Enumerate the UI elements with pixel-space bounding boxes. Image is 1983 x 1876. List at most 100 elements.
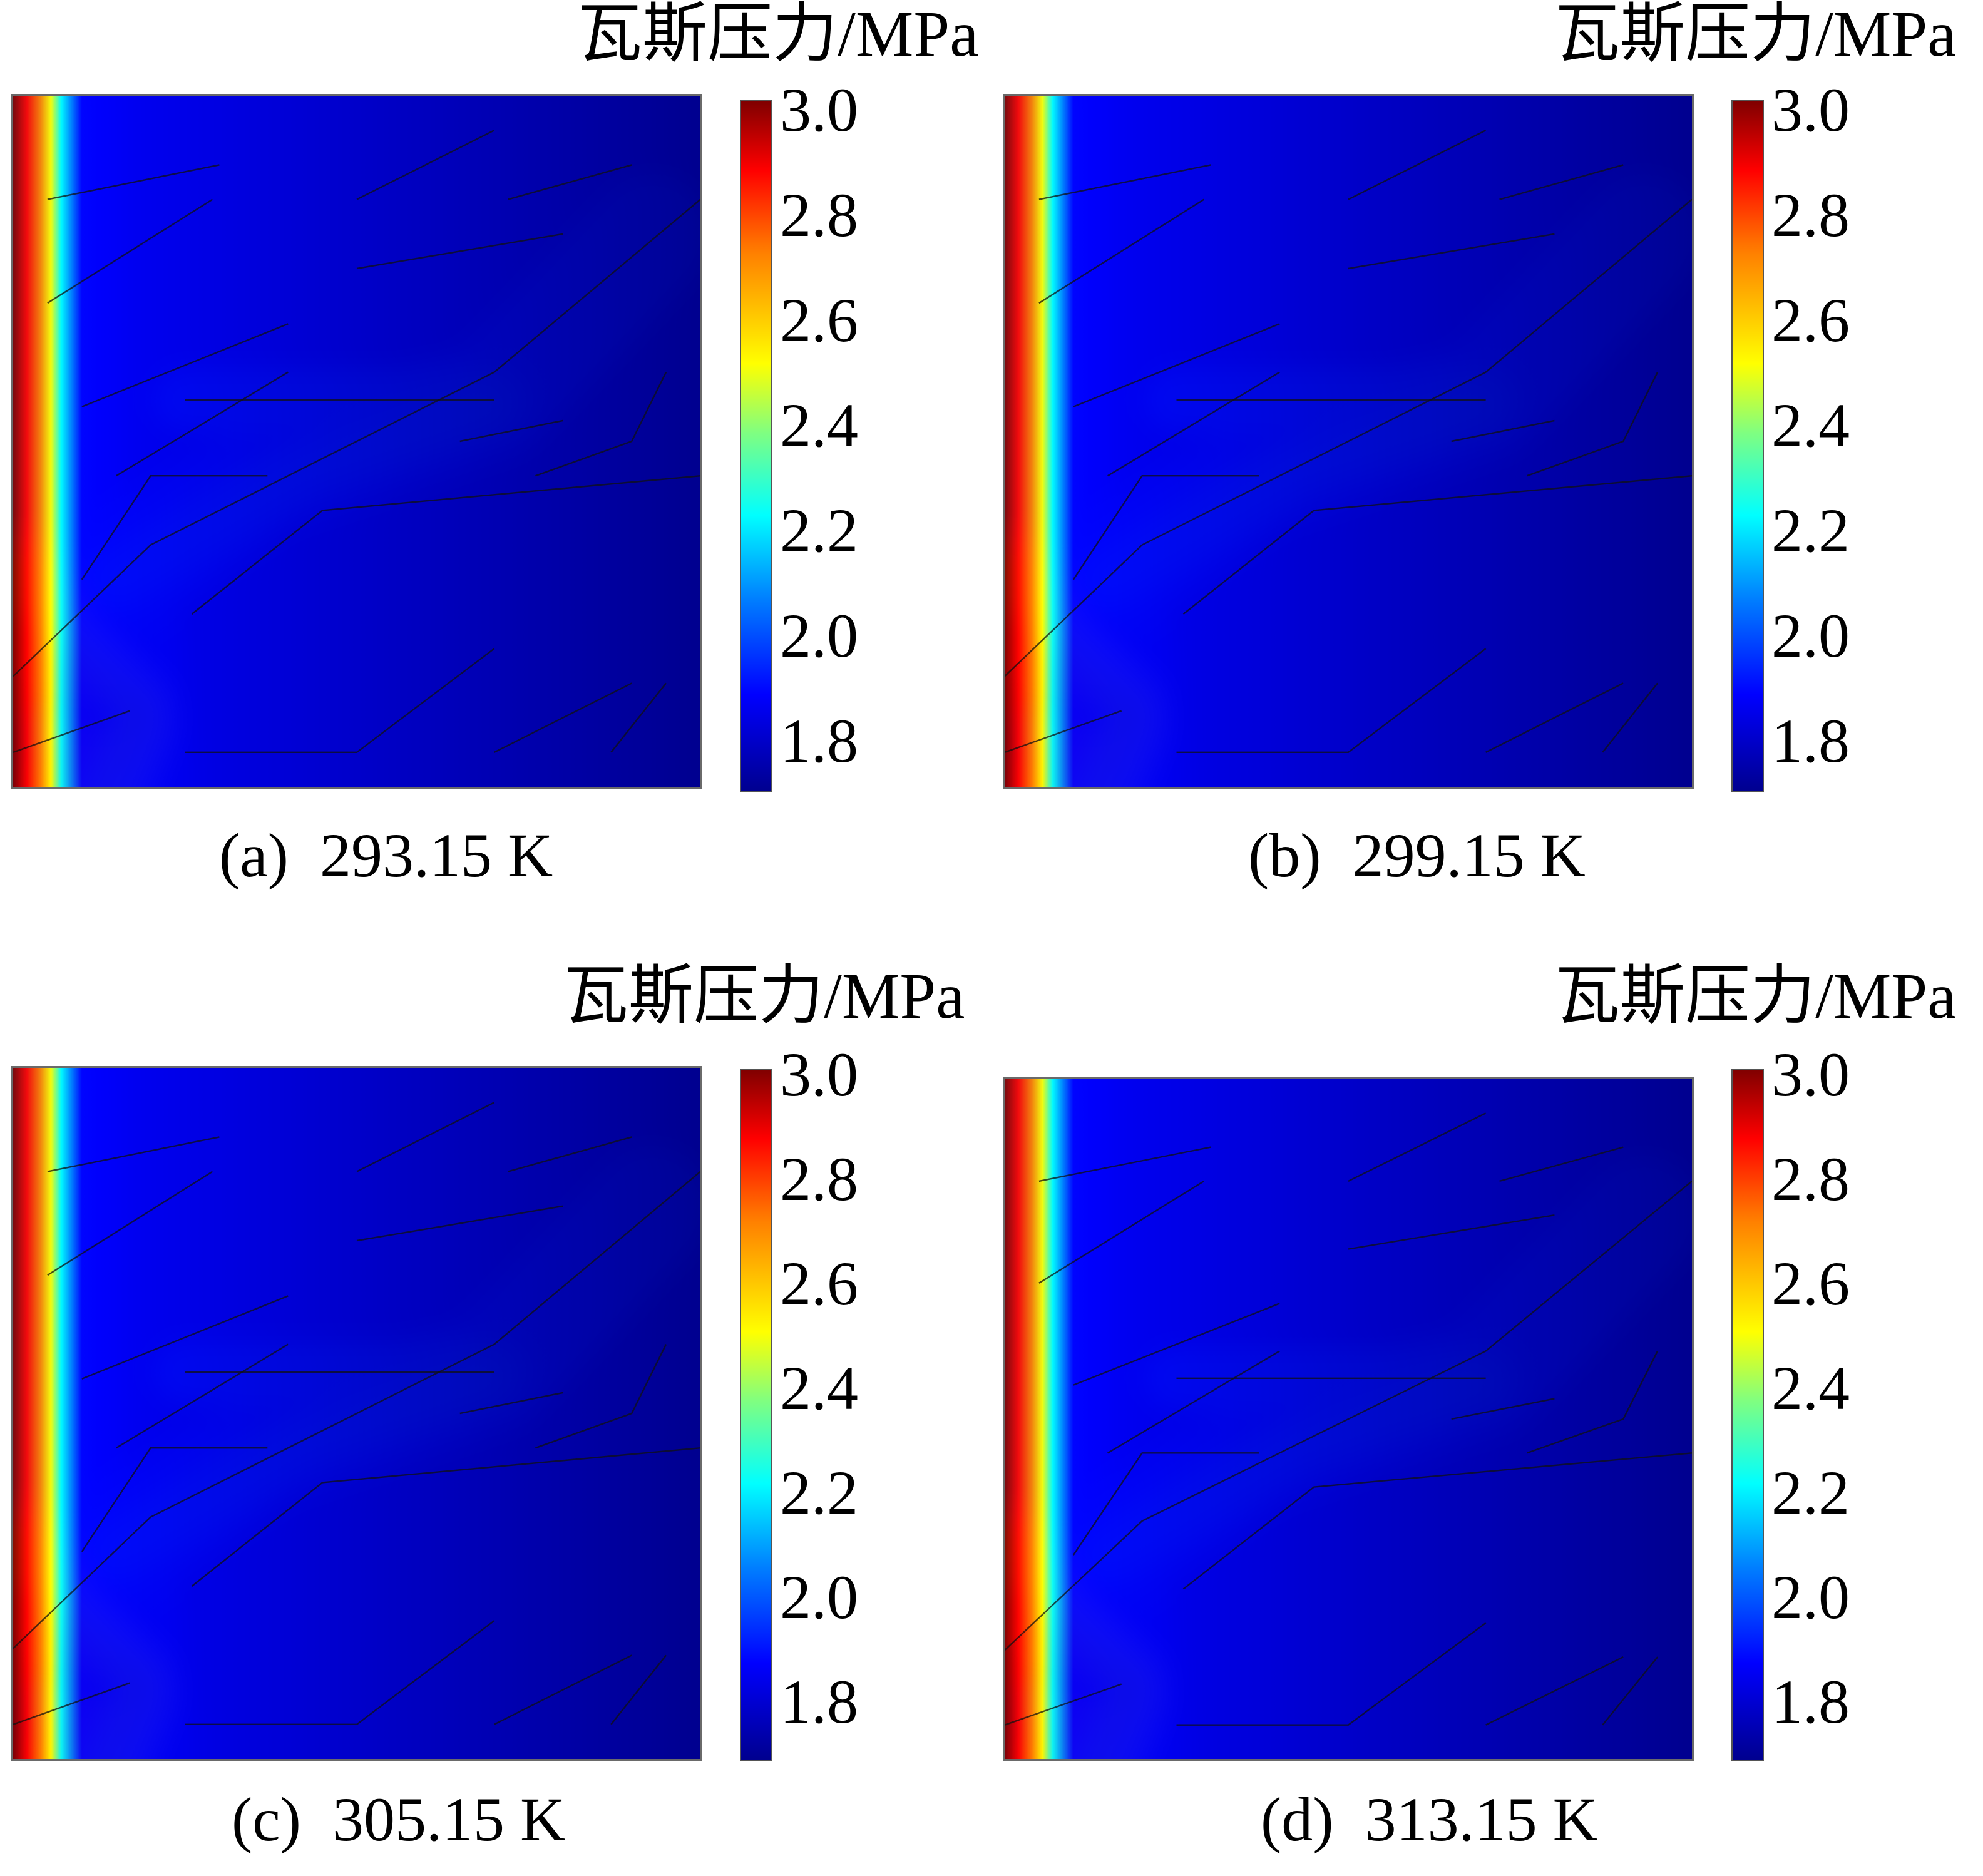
colorbar-title: 瓦斯压力/MPa [1555,0,1957,70]
pressure-field-svg [1005,1079,1692,1759]
fracture-line [1485,1656,1624,1726]
colorbar-tick: 1.8 [1771,1667,1850,1736]
fracture-line [356,1205,563,1242]
fracture-line [459,1392,563,1415]
fracture-line [1107,1350,1280,1454]
pressure-field-svg [13,96,700,787]
fracture-line [1451,1398,1555,1420]
caption-temperature: 293.15 K [320,821,553,890]
fracture-line [494,1654,632,1725]
fracture-line [1005,1683,1122,1726]
fracture-line [356,233,563,270]
fracture-line [1451,419,1555,443]
pressure-field-svg [13,1068,700,1759]
fracture-line [47,164,220,200]
fracture-line [191,474,700,615]
fracture-line [1176,648,1487,754]
fracture-line [1182,1452,1692,1590]
fracture-line [1485,682,1624,753]
fracture-line [185,1620,495,1726]
colorbar-tick: 2.6 [1771,1249,1850,1318]
colorbar-tick: 3.0 [1771,75,1850,145]
fracture-line [1072,1452,1259,1556]
colorbar [740,100,772,792]
fracture-line [1005,1180,1692,1651]
caption-label: (a) [219,821,289,890]
fracture-line [47,198,213,304]
colorbar-tick: 1.8 [1771,706,1850,776]
fracture-line [535,1344,667,1449]
panel-b: 瓦斯压力/MPa 3.0 2.8 2.6 2.4 2.2 2.0 1.8 (b)… [992,0,1983,939]
fracture-line [1038,164,1211,200]
colorbar-tick: 3.0 [780,1040,858,1109]
fracture-line [459,419,563,443]
colorbar-tick: 2.8 [780,180,858,250]
colorbar-tick: 2.8 [1771,1144,1850,1214]
colorbar-tick: 2.4 [1771,391,1850,460]
fracture-line [81,323,289,407]
colorbar-tick: 2.6 [780,1249,858,1318]
caption-temperature: 305.15 K [332,1785,566,1854]
fracture-line [13,1682,131,1725]
fracture-line [116,1343,289,1449]
fracture-line [13,1171,700,1649]
fracture-line [1602,682,1659,753]
colorbar [1731,1069,1764,1761]
fracture-line [1348,233,1555,270]
colorbar-tick: 2.0 [1771,601,1850,670]
fracture-line [1038,198,1205,304]
fracture-line [116,371,289,477]
colorbar-tick: 2.2 [780,496,858,565]
fracture-line [1073,1303,1280,1386]
fracture-line [81,1295,289,1380]
fracture-line [1527,372,1659,477]
caption-temperature: 313.15 K [1365,1785,1598,1854]
fracture-line [1038,1180,1205,1284]
colorbar-tick: 2.4 [1771,1353,1850,1423]
colorbar-tick: 2.8 [780,1144,858,1214]
fracture-line [1005,710,1122,753]
pressure-field-svg [1005,96,1692,787]
panel-caption: (b) 299.15 K [1248,821,1586,890]
colorbar-tick: 2.2 [1771,1458,1850,1527]
colorbar-tick: 2.2 [780,1458,858,1527]
colorbar-tick: 2.4 [780,1353,858,1423]
fracture-line [1038,1146,1211,1182]
fracture-line [191,1447,700,1587]
fracture-line [1602,1656,1659,1726]
fracture-line [356,130,495,200]
colorbar [1731,100,1764,792]
fracture-line [185,648,495,754]
fracture-line [13,710,131,753]
pressure-map [11,94,702,789]
fracture-line [1005,198,1692,677]
pressure-map [11,1066,702,1761]
caption-temperature: 299.15 K [1352,821,1586,890]
colorbar-tick: 3.0 [780,75,858,145]
fracture-line [1348,1112,1487,1182]
fracture-line [1499,1146,1624,1182]
colorbar-tick: 2.8 [1771,180,1850,250]
panel-caption: (d) 313.15 K [1261,1785,1598,1854]
fracture-line [81,1447,268,1552]
panel-c: 瓦斯压力/MPa 3.0 2.8 2.6 2.4 2.2 2.0 1.8 (c)… [0,937,992,1876]
panel-a: 瓦斯压力/MPa 3.0 2.8 2.6 2.4 2.2 2.0 1.8 (a)… [0,0,992,939]
panel-d: 瓦斯压力/MPa 3.0 2.8 2.6 2.4 2.2 2.0 1.8 (d)… [992,937,1983,1876]
fracture-line [508,1136,632,1172]
colorbar-tick: 2.4 [780,391,858,460]
fracture-line [81,474,268,580]
caption-label: (c) [232,1785,301,1854]
fracture-line [1073,323,1280,407]
pressure-map [1003,94,1694,789]
colorbar-tick: 2.6 [780,285,858,355]
fracture-line [1527,1350,1659,1454]
fracture-line [494,682,632,753]
fracture-line [47,1171,213,1276]
fracture-line [508,164,632,200]
colorbar-tick: 3.0 [1771,1040,1850,1109]
caption-label: (b) [1248,821,1321,890]
colorbar-tick: 2.0 [780,601,858,670]
fracture-line [1107,371,1280,477]
fracture-line [47,1136,220,1172]
fracture-line [610,1654,667,1725]
